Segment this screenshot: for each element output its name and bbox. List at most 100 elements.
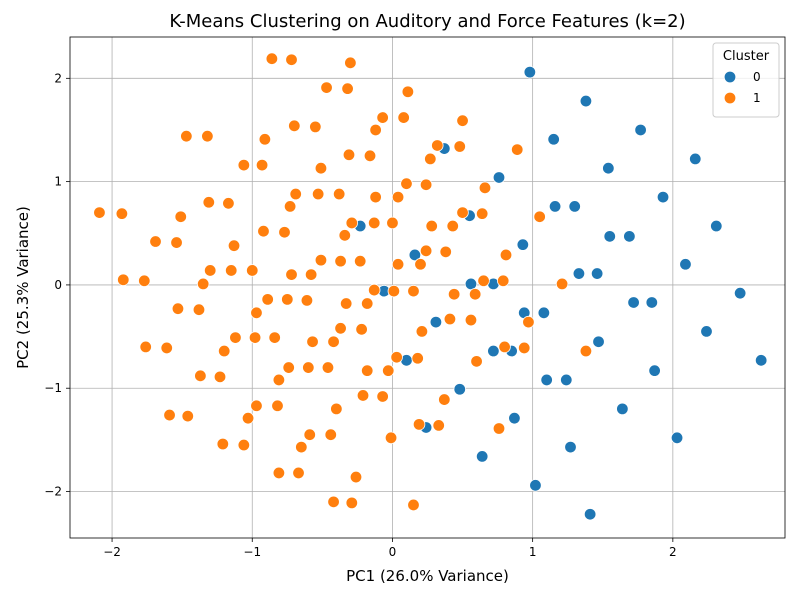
scatter-point-cluster-1 bbox=[456, 114, 469, 127]
scatter-point-cluster-1 bbox=[285, 53, 298, 66]
scatter-point-cluster-0 bbox=[492, 171, 506, 184]
scatter-point-cluster-1 bbox=[492, 422, 506, 435]
scatter-point-cluster-0 bbox=[623, 230, 636, 243]
legend-title: Cluster bbox=[723, 49, 770, 64]
scatter-point-cluster-0 bbox=[464, 277, 478, 291]
scatter-point-cluster-1 bbox=[355, 323, 368, 336]
scatter-point-cluster-1 bbox=[196, 277, 210, 291]
scatter-point-cluster-1 bbox=[201, 129, 214, 143]
scatter-point-cluster-1 bbox=[278, 226, 291, 239]
chart-title: K-Means Clustering on Auditory and Force… bbox=[169, 11, 685, 32]
scatter-point-cluster-0 bbox=[670, 431, 684, 445]
scatter-point-cluster-1 bbox=[477, 274, 490, 287]
scatter-point-cluster-1 bbox=[93, 206, 106, 219]
scatter-point-cluster-1 bbox=[288, 119, 301, 133]
scatter-point-cluster-1 bbox=[241, 411, 255, 425]
x-tick-label: −1 bbox=[243, 545, 261, 559]
scatter-point-cluster-1 bbox=[579, 344, 593, 358]
scatter-point-cluster-0 bbox=[429, 315, 443, 329]
scatter-point-cluster-1 bbox=[354, 254, 367, 268]
scatter-point-cluster-1 bbox=[414, 258, 427, 271]
scatter-point-cluster-1 bbox=[213, 370, 227, 384]
scatter-point-cluster-1 bbox=[194, 369, 207, 383]
scatter-point-cluster-1 bbox=[431, 139, 444, 152]
scatter-point-cluster-1 bbox=[181, 409, 194, 423]
scatter-point-cluster-0 bbox=[583, 508, 597, 521]
scatter-point-cluster-1 bbox=[202, 196, 215, 209]
scatter-point-cluster-0 bbox=[516, 238, 530, 251]
scatter-point-cluster-1 bbox=[283, 200, 297, 213]
scatter-point-cluster-1 bbox=[250, 399, 263, 412]
scatter-point-cluster-1 bbox=[438, 393, 451, 406]
points bbox=[93, 52, 768, 521]
scatter-point-cluster-1 bbox=[369, 190, 382, 204]
scatter-point-cluster-1 bbox=[203, 264, 217, 277]
scatter-point-cluster-1 bbox=[218, 344, 231, 358]
scatter-point-cluster-1 bbox=[180, 129, 193, 143]
scatter-point-cluster-1 bbox=[314, 161, 328, 175]
scatter-point-cluster-1 bbox=[497, 274, 510, 287]
scatter-point-cluster-1 bbox=[412, 418, 426, 431]
scatter-point-cluster-1 bbox=[282, 361, 295, 374]
x-tick-label: 0 bbox=[389, 545, 397, 559]
scatter-point-cluster-1 bbox=[446, 219, 459, 233]
scatter-point-cluster-1 bbox=[334, 254, 347, 268]
scatter-point-cluster-1 bbox=[311, 187, 325, 201]
scatter-point-cluster-0 bbox=[616, 402, 629, 416]
scatter-point-cluster-1 bbox=[250, 306, 263, 320]
scatter-point-cluster-1 bbox=[341, 82, 354, 95]
scatter-point-cluster-1 bbox=[456, 206, 469, 219]
scatter-point-cluster-0 bbox=[656, 190, 670, 204]
scatter-point-cluster-0 bbox=[547, 133, 560, 146]
scatter-point-cluster-1 bbox=[464, 313, 478, 327]
scatter-point-cluster-1 bbox=[149, 235, 162, 248]
scatter-point-cluster-1 bbox=[376, 390, 389, 403]
grid bbox=[70, 37, 785, 538]
x-axis-title: PC1 (26.0% Variance) bbox=[346, 567, 509, 585]
scatter-point-cluster-1 bbox=[303, 428, 316, 441]
scatter-point-cluster-1 bbox=[295, 440, 308, 454]
scatter-point-cluster-1 bbox=[271, 399, 284, 412]
axis-ticks: −2 −1 0 1 2 −2 −1 0 1 2 bbox=[44, 71, 676, 559]
scatter-point-cluster-1 bbox=[117, 273, 130, 286]
scatter-point-cluster-1 bbox=[261, 293, 274, 306]
scatter-point-cluster-1 bbox=[363, 149, 377, 162]
scatter-point-cluster-1 bbox=[386, 216, 399, 230]
scatter-point-cluster-1 bbox=[237, 158, 251, 172]
scatter-point-cluster-0 bbox=[537, 306, 551, 320]
scatter-point-cluster-1 bbox=[339, 297, 353, 310]
scatter-point-cluster-1 bbox=[439, 245, 452, 259]
scatter-point-cluster-1 bbox=[338, 229, 351, 242]
scatter-point-cluster-1 bbox=[356, 389, 370, 402]
y-axis-title: PC2 (25.3% Variance) bbox=[14, 206, 32, 369]
scatter-point-cluster-1 bbox=[304, 268, 318, 281]
scatter-point-cluster-0 bbox=[564, 440, 577, 454]
scatter-point-cluster-1 bbox=[342, 148, 356, 161]
scatter-point-cluster-1 bbox=[411, 352, 424, 365]
scatter-point-cluster-1 bbox=[257, 225, 270, 238]
scatter-point-cluster-0 bbox=[754, 354, 768, 367]
scatter-point-cluster-1 bbox=[292, 466, 305, 480]
scatter-point-cluster-1 bbox=[478, 181, 492, 195]
scatter-point-cluster-1 bbox=[309, 120, 322, 134]
scatter-point-cluster-1 bbox=[330, 402, 343, 416]
scatter-point-cluster-1 bbox=[222, 197, 235, 210]
scatter-point-cluster-1 bbox=[424, 152, 437, 166]
scatter-point-cluster-1 bbox=[248, 331, 262, 344]
scatter-point-cluster-1 bbox=[419, 244, 433, 258]
scatter-point-cluster-1 bbox=[115, 207, 129, 220]
scatter-point-cluster-0 bbox=[590, 267, 604, 280]
scatter-point-cluster-1 bbox=[533, 210, 546, 223]
scatter-point-cluster-1 bbox=[518, 341, 531, 355]
scatter-point-cluster-1 bbox=[272, 373, 286, 387]
scatter-point-cluster-1 bbox=[320, 81, 333, 94]
scatter-point-cluster-1 bbox=[376, 111, 389, 124]
scatter-point-cluster-1 bbox=[321, 361, 335, 374]
scatter-point-cluster-0 bbox=[540, 373, 553, 387]
scatter-point-cluster-0 bbox=[602, 161, 615, 175]
scatter-point-cluster-1 bbox=[302, 361, 315, 374]
scatter-point-cluster-1 bbox=[255, 158, 269, 172]
scatter-point-cluster-1 bbox=[229, 331, 242, 344]
scatter-point-cluster-1 bbox=[289, 187, 302, 201]
scatter-point-cluster-1 bbox=[384, 431, 398, 445]
